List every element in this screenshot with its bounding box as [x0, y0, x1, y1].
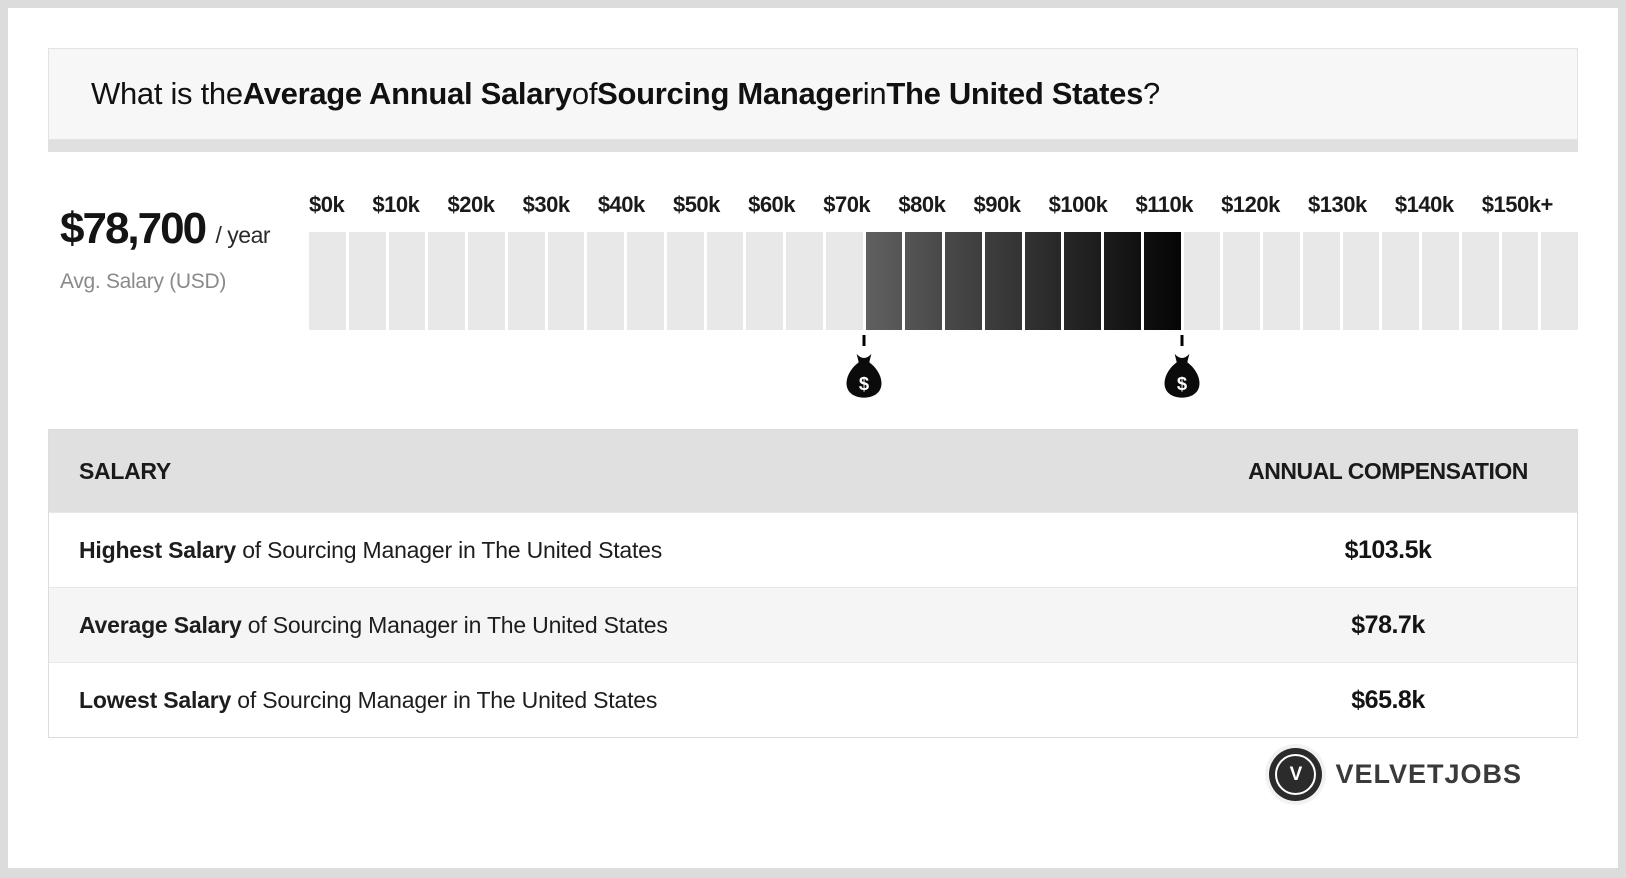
bar-cell: [825, 232, 863, 330]
bar-cell: [1382, 232, 1419, 330]
bar-cell: [1223, 232, 1260, 330]
axis-tick-label: $60k: [748, 192, 796, 217]
bar-cell: [1302, 232, 1340, 330]
table-row-average-salary: Average Salary of Sourcing Manager in Th…: [49, 587, 1577, 662]
axis-tick-label: $140k: [1394, 192, 1454, 217]
axis-tick-label: $0k: [309, 192, 345, 217]
bar-cell: [1422, 232, 1459, 330]
bar-cell-highlighted: [1143, 232, 1181, 330]
salary-table: SALARY ANNUAL COMPENSATION Highest Salar…: [48, 429, 1578, 738]
title-text-segment: Sourcing Manager: [597, 76, 863, 111]
bar-cell-highlighted: [905, 232, 942, 330]
bar-cell-highlighted: [1024, 232, 1062, 330]
bar-cell: [348, 232, 386, 330]
lowest-salary-marker: $: [846, 335, 883, 399]
axis-tick-label: $90k: [973, 192, 1021, 217]
bar-cell: [627, 232, 664, 330]
axis-tick-label: $50k: [672, 192, 720, 217]
axis-tick-label: $30k: [522, 192, 570, 217]
salary-markers: $ $: [309, 330, 1578, 400]
table-row-lowest-salary: Lowest Salary of Sourcing Manager in The…: [49, 662, 1577, 737]
bar-cell: [507, 232, 545, 330]
title-text-segment: The United States: [886, 76, 1144, 111]
bar-cell: [1183, 232, 1221, 330]
average-salary-summary: $78,700 / year Avg. Salary (USD): [48, 190, 309, 400]
salary-row-label: Lowest Salary of Sourcing Manager in The…: [79, 686, 658, 713]
per-year-label: / year: [215, 222, 271, 248]
salary-range-chart: $78,700 / year Avg. Salary (USD) $0k $10k…: [48, 152, 1578, 400]
bar-cell: [1342, 232, 1380, 330]
bar-cell: [309, 232, 346, 330]
salary-row-label: Highest Salary of Sourcing Manager in Th…: [79, 536, 663, 563]
axis-tick-label: $80k: [898, 192, 946, 217]
table-header-row: SALARY ANNUAL COMPENSATION: [49, 430, 1577, 512]
bar-cell: [666, 232, 704, 330]
table-row-highest-salary: Highest Salary of Sourcing Manager in Th…: [49, 512, 1577, 587]
axis-tick-label: $150k+: [1481, 192, 1554, 217]
bar-cell: [746, 232, 783, 330]
salary-row-value: $103.5k: [1344, 535, 1432, 564]
bar-cell-highlighted: [1064, 232, 1101, 330]
salary-row-value: $65.8k: [1351, 685, 1425, 714]
logo-letter: V: [1275, 754, 1317, 795]
salary-range-bar: [309, 232, 1578, 330]
title-text-segment: Average Annual Salary: [242, 76, 572, 111]
axis-tick-label: $110k: [1135, 192, 1194, 217]
table-header-annual-compensation: ANNUAL COMPENSATION: [1248, 457, 1528, 484]
axis-tick-label: $40k: [597, 192, 645, 217]
svg-text:$: $: [1177, 373, 1187, 394]
bar-cell-highlighted: [865, 232, 903, 330]
salary-row-value: $78.7k: [1351, 610, 1425, 639]
bar-cell-highlighted: [1104, 232, 1141, 330]
marker-tick: [862, 335, 866, 346]
bar-cell: [1541, 232, 1578, 330]
axis-tick-label: $20k: [447, 192, 495, 217]
bar-cell: [1263, 232, 1300, 330]
salary-row-label: Average Salary of Sourcing Manager in Th…: [79, 611, 668, 638]
axis-tick-label: $130k: [1308, 192, 1367, 217]
bar-cell: [786, 232, 823, 330]
bar-cell-highlighted: [945, 232, 982, 330]
page-title: What is the Average Annual Salary of Sou…: [48, 48, 1578, 140]
footer: V VELVETJOBS: [48, 748, 1578, 801]
bar-cell: [468, 232, 505, 330]
brand-name: VELVETJOBS: [1335, 759, 1522, 789]
title-text-segment: in: [862, 76, 887, 111]
axis-tick-labels: $0k $10k $20k $30k $40k $50k $60k $70k $80k $90k $…: [309, 190, 1578, 220]
axis-tick-label: $100k: [1048, 192, 1108, 217]
bar-cell: [428, 232, 465, 330]
average-salary-caption: Avg. Salary (USD): [60, 270, 227, 293]
average-salary-amount: $78,700: [60, 204, 207, 253]
marker-tick: [1180, 335, 1184, 346]
velvetjobs-logo-icon: V: [1269, 748, 1323, 801]
highest-salary-marker: $: [1164, 335, 1201, 399]
title-text-segment: What is the: [91, 76, 243, 111]
table-header-salary: SALARY: [79, 457, 171, 484]
bar-cell: [587, 232, 624, 330]
title-text-segment: of: [571, 76, 598, 111]
bar-cell: [547, 232, 585, 330]
axis-tick-label: $70k: [823, 192, 871, 217]
money-bag-icon: $: [1164, 353, 1200, 398]
bar-cell: [706, 232, 744, 330]
bar-cell-highlighted: [984, 232, 1022, 330]
axis-tick-label: $10k: [372, 192, 420, 217]
money-bag-icon: $: [846, 353, 882, 398]
title-text-segment: ?: [1143, 76, 1160, 111]
title-shadow-band: [48, 140, 1578, 152]
salary-scale: $0k $10k $20k $30k $40k $50k $60k $70k $80k $90k $…: [309, 190, 1578, 400]
svg-text:$: $: [859, 373, 869, 394]
bar-cell: [388, 232, 426, 330]
axis-tick-label: $120k: [1221, 192, 1280, 217]
bar-cell: [1461, 232, 1499, 330]
bar-cell: [1501, 232, 1539, 330]
